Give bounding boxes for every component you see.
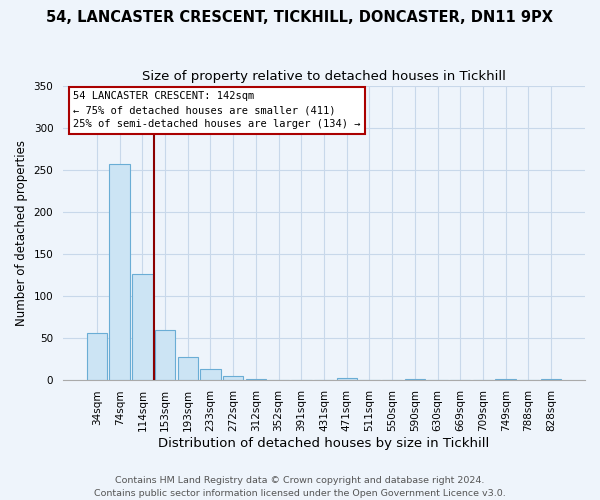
Bar: [87, 334, 107, 380]
Bar: [337, 378, 357, 380]
Bar: [404, 379, 425, 380]
Bar: [245, 379, 266, 380]
Text: Contains HM Land Registry data © Crown copyright and database right 2024.
Contai: Contains HM Land Registry data © Crown c…: [94, 476, 506, 498]
Bar: [178, 357, 198, 380]
Y-axis label: Number of detached properties: Number of detached properties: [15, 140, 28, 326]
Bar: [155, 330, 175, 380]
Bar: [496, 379, 516, 380]
Bar: [223, 376, 244, 380]
Text: 54, LANCASTER CRESCENT, TICKHILL, DONCASTER, DN11 9PX: 54, LANCASTER CRESCENT, TICKHILL, DONCAS…: [47, 10, 554, 25]
X-axis label: Distribution of detached houses by size in Tickhill: Distribution of detached houses by size …: [158, 437, 490, 450]
Text: 54 LANCASTER CRESCENT: 142sqm
← 75% of detached houses are smaller (411)
25% of : 54 LANCASTER CRESCENT: 142sqm ← 75% of d…: [73, 92, 361, 130]
Title: Size of property relative to detached houses in Tickhill: Size of property relative to detached ho…: [142, 70, 506, 83]
Bar: [132, 274, 152, 380]
Bar: [541, 379, 561, 380]
Bar: [200, 368, 221, 380]
Bar: [109, 164, 130, 380]
